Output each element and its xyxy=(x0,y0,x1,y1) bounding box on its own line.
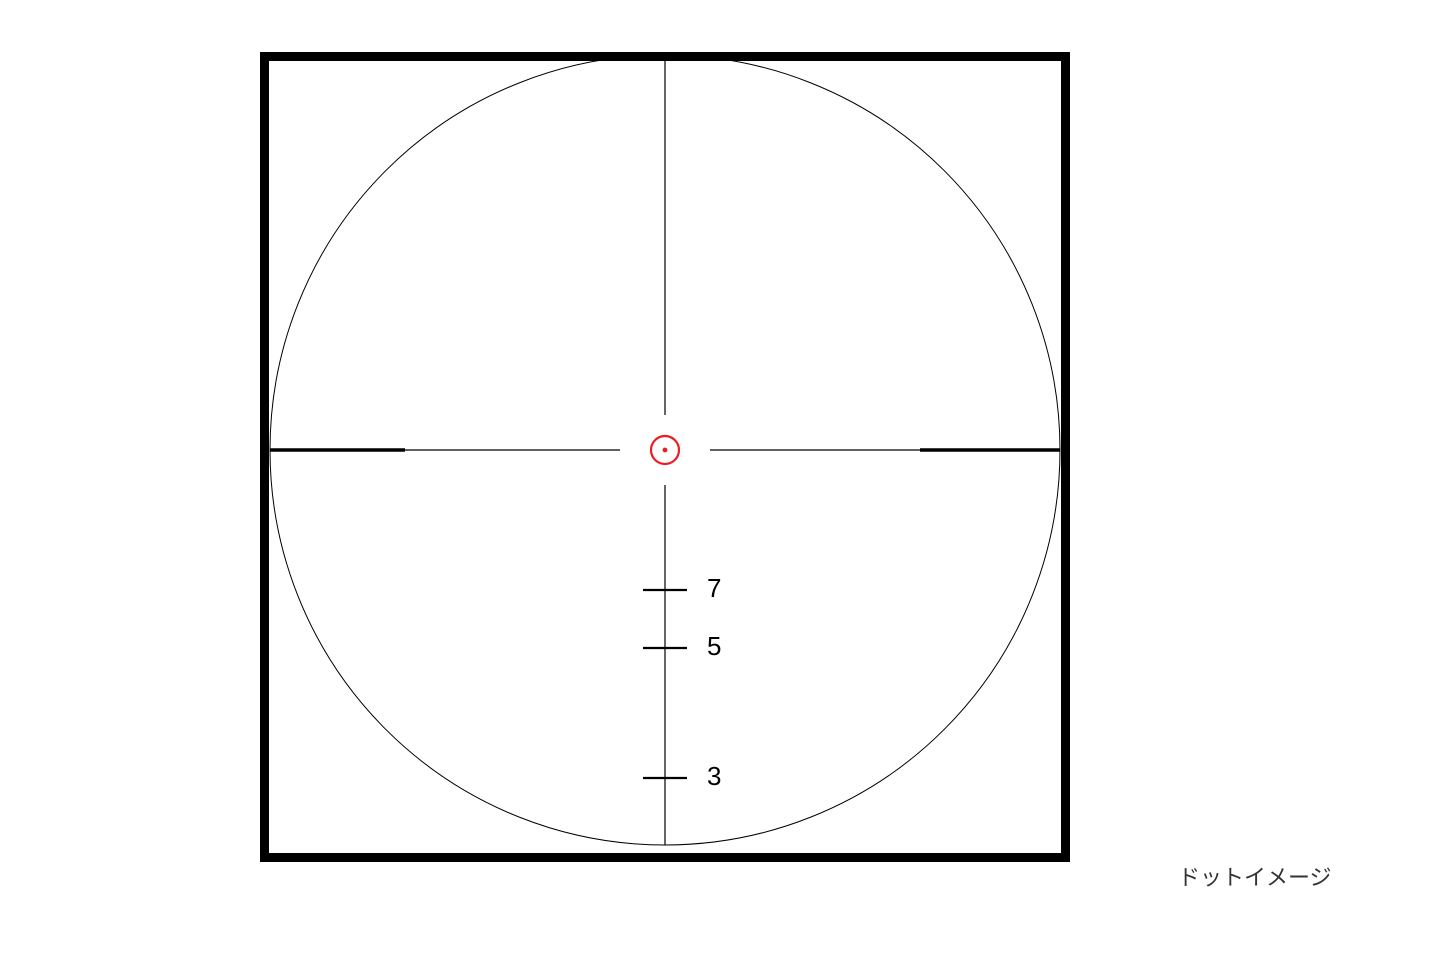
hash-label-5: 5 xyxy=(707,631,721,661)
hash-label-7: 7 xyxy=(707,573,721,603)
center-dot xyxy=(663,448,668,453)
caption-label: ドットイメージ xyxy=(1178,860,1332,892)
stage: 7 5 3 ドットイメージ xyxy=(0,0,1440,980)
reticle-svg: 7 5 3 xyxy=(0,0,1440,980)
hash-label-3: 3 xyxy=(707,761,721,791)
